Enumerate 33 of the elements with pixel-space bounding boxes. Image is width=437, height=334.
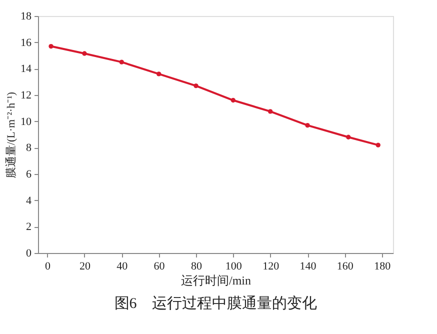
point: [119, 60, 124, 64]
y-tick-label: 2: [26, 221, 32, 234]
x-axis-title: 运行时间/min: [180, 274, 252, 288]
point: [48, 44, 54, 49]
point: [268, 109, 273, 114]
y-tick-label: 18: [20, 10, 32, 22]
x-tick-label: 0: [45, 260, 52, 272]
x-tick-label: 60: [154, 260, 166, 272]
x-tick-label: 20: [79, 260, 91, 272]
y-tick-label: 0: [26, 248, 32, 260]
x-tick-label: 120: [262, 260, 280, 272]
y-tick-label: 6: [26, 168, 32, 180]
point: [230, 98, 236, 103]
point: [346, 134, 351, 140]
text: 图6 运行过程中膜通量的变化: [114, 295, 317, 312]
x-tick-label: 180: [374, 260, 392, 272]
point: [156, 72, 162, 76]
x-tick-label: 40: [116, 260, 128, 272]
point: [305, 122, 310, 128]
y-tick-label: 10: [20, 116, 32, 128]
x-tick-label: 100: [225, 260, 242, 272]
x-tick-label: 80: [190, 260, 202, 272]
x-tick-label: 140: [300, 260, 317, 272]
y-tick-label: 12: [20, 90, 32, 102]
x-tick-label: 160: [336, 260, 354, 272]
point: [194, 83, 198, 88]
point: [376, 142, 380, 148]
y-tick-label: 4: [26, 194, 32, 207]
y-tick-label: 8: [26, 142, 32, 154]
y-axis-title: 膜通量/(L·m⁻²·h⁻¹): [4, 92, 18, 178]
point: [82, 51, 87, 56]
y-tick-label: 16: [20, 36, 32, 49]
y-tick-label: 14: [20, 63, 32, 76]
